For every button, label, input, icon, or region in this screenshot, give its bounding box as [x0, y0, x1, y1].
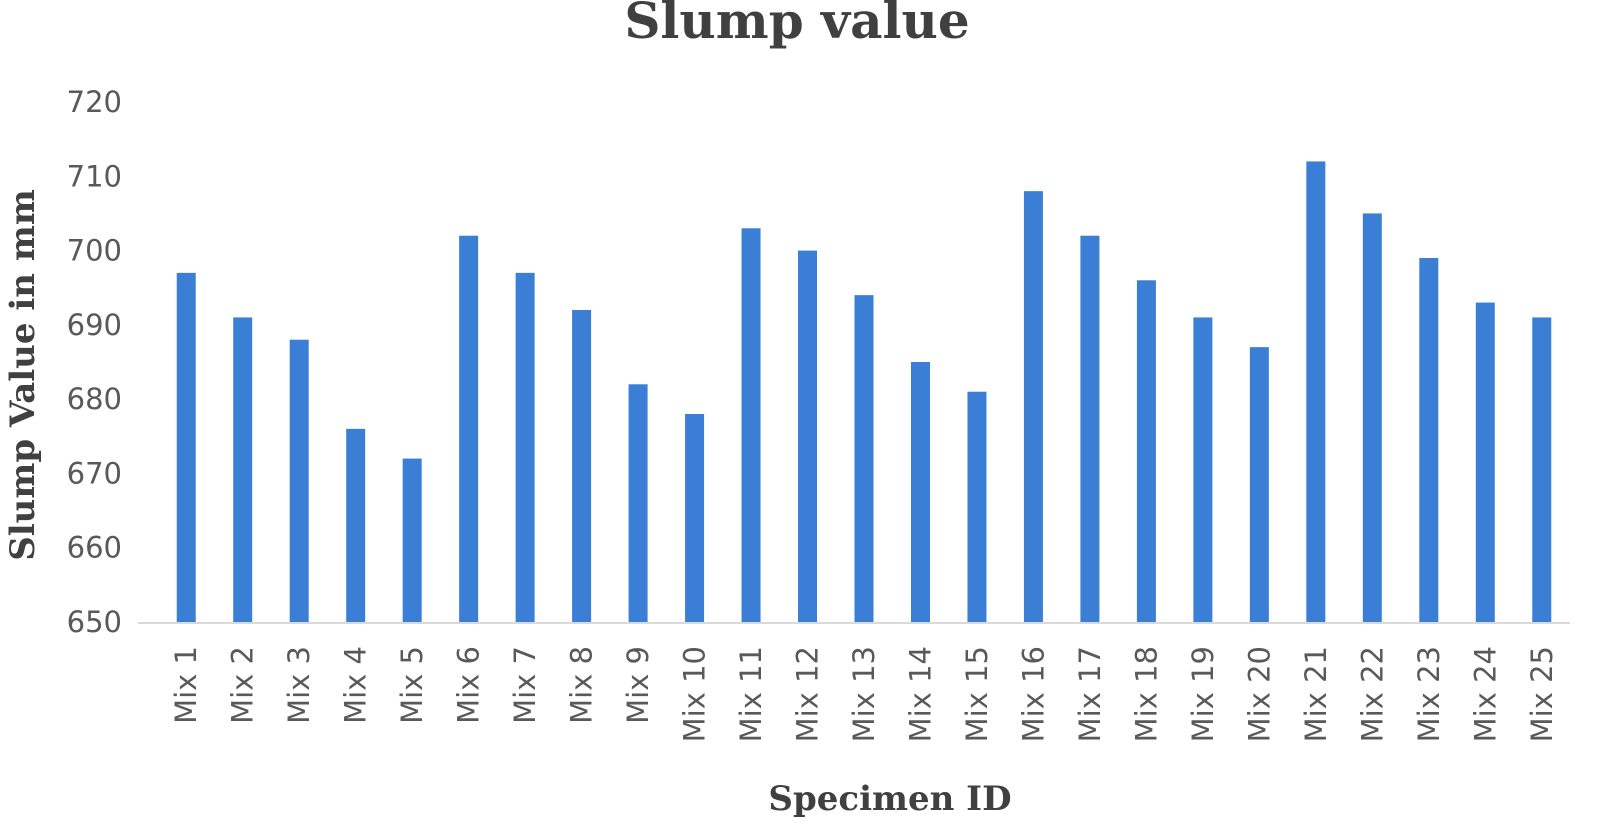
bar — [628, 384, 648, 622]
bar — [910, 362, 930, 622]
x-tick-label: Mix 9 — [621, 646, 655, 724]
bar — [967, 391, 987, 622]
x-tick-label: Mix 18 — [1129, 646, 1163, 742]
x-tick-label: Mix 2 — [226, 646, 260, 724]
bar — [854, 295, 874, 622]
bars-group — [176, 161, 1552, 623]
x-tick-label: Mix 24 — [1468, 646, 1502, 742]
x-tick-label: Mix 19 — [1186, 646, 1220, 742]
x-tick-label: Mix 6 — [452, 646, 486, 724]
bar — [289, 339, 309, 622]
bar — [1023, 191, 1043, 622]
x-tick-label: Mix 13 — [847, 646, 881, 742]
bar — [798, 250, 818, 623]
x-tick-label: Mix 5 — [395, 646, 429, 724]
y-axis-title: Slump Value in mm — [3, 189, 43, 561]
x-tick-label: Mix 17 — [1073, 646, 1107, 742]
bar — [1306, 161, 1326, 622]
x-tick-label: Mix 20 — [1242, 646, 1276, 742]
x-tick-label: Mix 14 — [903, 646, 937, 742]
x-tick-label: Mix 4 — [339, 646, 373, 724]
x-tick-label: Mix 1 — [169, 646, 203, 724]
bar — [1136, 280, 1156, 622]
bar — [1362, 213, 1382, 622]
x-tick-labels: Mix 1 Mix 2 Mix 3 Mix 4 Mix 5 Mix 6 Mix 7 Mix 8… — [169, 646, 1559, 742]
y-tick-label: 670 — [67, 456, 122, 490]
y-tick-label: 650 — [67, 605, 122, 639]
bar — [176, 272, 196, 622]
bar — [741, 228, 761, 623]
x-tick-label: Mix 12 — [791, 646, 825, 742]
y-tick-label: 710 — [67, 159, 122, 193]
bar — [515, 272, 535, 622]
y-tick-labels: 650 660 670 680 690 700 710 720 — [67, 85, 122, 639]
bar — [1475, 302, 1495, 622]
x-tick-label: Mix 25 — [1525, 646, 1559, 742]
bar — [572, 310, 592, 622]
bar — [346, 428, 366, 622]
x-axis-title: Specimen ID — [768, 779, 1011, 819]
x-tick-label: Mix 15 — [960, 646, 994, 742]
bar — [233, 317, 253, 622]
bar — [459, 235, 479, 622]
bar — [1419, 258, 1439, 622]
bar — [1080, 235, 1100, 622]
bar — [1532, 317, 1552, 622]
x-tick-label: Mix 23 — [1412, 646, 1446, 742]
bar — [685, 414, 705, 622]
x-tick-label: Mix 3 — [282, 646, 316, 724]
x-tick-label: Mix 21 — [1299, 646, 1333, 742]
y-tick-label: 690 — [67, 308, 122, 342]
chart-title: Slump value — [624, 0, 969, 50]
x-tick-label: Mix 22 — [1355, 646, 1389, 742]
y-tick-label: 680 — [67, 382, 122, 416]
bar — [1193, 317, 1213, 622]
y-tick-label: 700 — [67, 234, 122, 268]
x-tick-label: Mix 7 — [508, 646, 542, 724]
x-tick-label: Mix 11 — [734, 646, 768, 742]
y-tick-label: 660 — [67, 531, 122, 565]
x-tick-label: Mix 8 — [565, 646, 599, 724]
x-tick-label: Mix 10 — [678, 646, 712, 742]
bar — [1249, 347, 1269, 622]
bar — [402, 458, 422, 622]
x-tick-label: Mix 16 — [1016, 646, 1050, 742]
y-tick-label: 720 — [67, 85, 122, 119]
